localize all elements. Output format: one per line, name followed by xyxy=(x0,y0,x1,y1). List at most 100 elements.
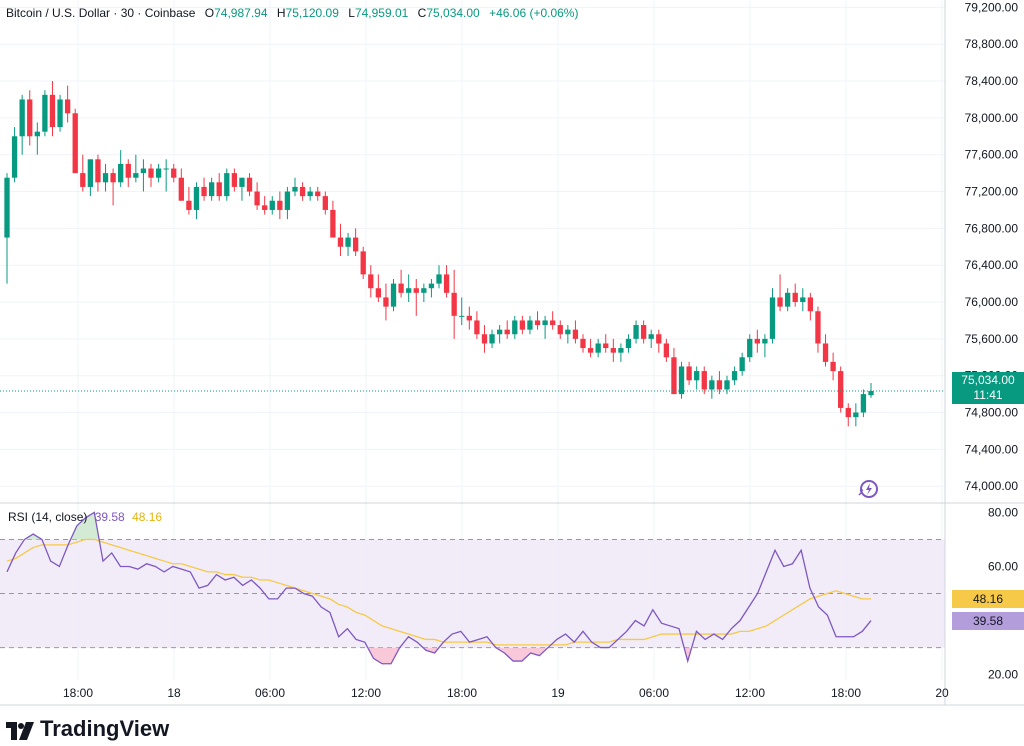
candle-down xyxy=(534,320,541,326)
candle-down xyxy=(171,168,177,178)
x-tick-label: 06:00 xyxy=(639,686,669,700)
candle-down xyxy=(110,173,116,183)
y-tick-label: 74,400.00 xyxy=(965,442,1019,456)
candle-up xyxy=(42,94,48,132)
tradingview-logo[interactable]: TradingView xyxy=(6,716,169,742)
candle-down xyxy=(754,338,760,344)
candle-up xyxy=(542,320,548,326)
candle-down xyxy=(807,297,814,312)
candle-down xyxy=(330,209,336,238)
candle-up xyxy=(57,99,63,128)
candle-down xyxy=(27,99,33,137)
last-price-value: 75,034.00 xyxy=(961,373,1015,387)
candle-up xyxy=(565,329,571,335)
candle-down xyxy=(792,292,798,303)
candle-up xyxy=(860,394,867,413)
candle-down xyxy=(466,315,472,321)
candle-up xyxy=(496,329,503,335)
candle-up xyxy=(155,168,162,178)
x-tick-label: 06:00 xyxy=(255,686,285,700)
candle-up xyxy=(769,297,776,339)
change-value: +46.06 (+0.06%) xyxy=(489,6,579,20)
candlestick-series xyxy=(0,81,945,427)
y-tick-label: 78,400.00 xyxy=(965,74,1019,88)
candle-up xyxy=(853,412,859,418)
candle-up xyxy=(390,283,397,307)
candle-up xyxy=(406,288,412,293)
candle-up xyxy=(102,173,109,183)
candle-up xyxy=(269,200,275,210)
high-value: 75,120.09 xyxy=(285,6,339,20)
candle-down xyxy=(686,366,692,381)
high-label: H xyxy=(276,6,286,20)
rsi-value-tag: 39.58 xyxy=(952,612,1024,630)
open-value: 74,987.94 xyxy=(214,6,268,20)
candle-down xyxy=(315,191,321,197)
rsi-legend-value: 39.58 xyxy=(94,510,125,524)
brand-name: TradingView xyxy=(40,716,170,741)
rsi-y-tick-label: 60.00 xyxy=(988,559,1018,573)
candle-up xyxy=(739,357,745,372)
candle-up xyxy=(292,186,298,192)
candle-up xyxy=(421,288,427,293)
candle-down xyxy=(474,320,480,335)
candle-up xyxy=(512,320,518,335)
candle-up xyxy=(208,182,215,197)
candle-down xyxy=(360,251,366,275)
candle-up xyxy=(11,136,18,178)
candle-down xyxy=(337,237,344,247)
tradingview-logo-icon xyxy=(6,720,34,740)
y-tick-label: 78,800.00 xyxy=(965,37,1019,51)
candle-down xyxy=(603,343,609,349)
candle-up xyxy=(731,371,738,381)
candle-up xyxy=(595,343,601,353)
candle-up xyxy=(428,283,435,289)
candle-down xyxy=(481,334,488,344)
candle-down xyxy=(557,325,563,335)
candle-down xyxy=(80,173,86,187)
candle-up xyxy=(87,159,94,187)
rsi-legend[interactable]: RSI (14, close) 39.58 48.16 xyxy=(8,510,162,524)
candle-up xyxy=(193,186,200,210)
candle-up xyxy=(19,99,25,137)
grid xyxy=(0,0,945,680)
candle-down xyxy=(262,205,268,210)
bar-countdown: 11:41 xyxy=(973,388,1003,402)
candle-down xyxy=(322,196,328,210)
candle-down xyxy=(610,348,616,353)
candle-down xyxy=(413,288,419,293)
candle-up xyxy=(678,366,685,395)
candle-down xyxy=(822,343,829,362)
x-tick-label: 18:00 xyxy=(447,686,477,700)
candle-down xyxy=(640,325,647,339)
rsi-ma-tag: 48.16 xyxy=(952,590,1024,608)
candle-down xyxy=(186,200,192,210)
last-price-tag: 75,034.00 11:41 xyxy=(952,372,1024,404)
candle-up xyxy=(307,191,313,197)
y-tick-label: 79,200.00 xyxy=(965,0,1019,14)
candle-down xyxy=(216,182,222,197)
candle-up xyxy=(633,325,639,339)
candle-down xyxy=(368,274,374,289)
candle-down xyxy=(572,329,579,339)
candle-up xyxy=(694,371,700,381)
candle-up xyxy=(34,131,40,137)
close-value: 75,034.00 xyxy=(426,6,480,20)
y-tick-label: 74,800.00 xyxy=(965,406,1019,420)
symbol-header: Bitcoin / U.S. Dollar · 30 · Coinbase O7… xyxy=(6,6,578,20)
y-tick-label: 76,400.00 xyxy=(965,258,1019,272)
candle-down xyxy=(95,159,101,183)
flash-icon[interactable] xyxy=(857,478,879,500)
candle-up xyxy=(618,348,624,353)
candle-down xyxy=(504,329,510,335)
low-value: 74,959.01 xyxy=(354,6,409,20)
candle-up xyxy=(527,320,533,330)
candle-down xyxy=(845,407,851,418)
candle-down xyxy=(254,191,260,206)
candle-up xyxy=(436,274,442,284)
candle-down xyxy=(587,348,594,353)
close-label: C xyxy=(417,6,427,20)
candle-down xyxy=(838,371,844,408)
candle-down xyxy=(49,94,56,128)
